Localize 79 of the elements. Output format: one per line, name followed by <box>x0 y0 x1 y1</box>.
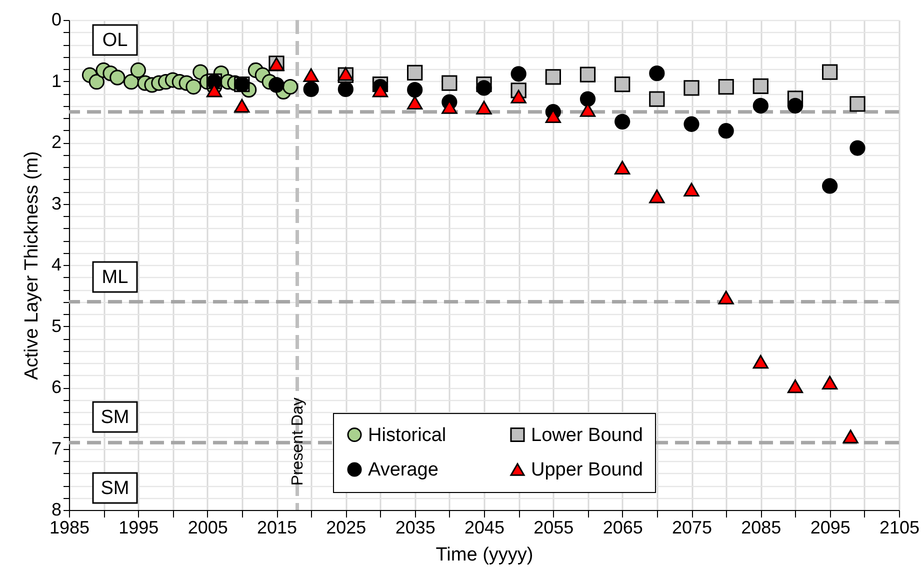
x-tick-label: 2025 <box>326 518 366 538</box>
point <box>718 290 734 304</box>
point <box>110 70 126 86</box>
legend-label: Average <box>368 460 438 480</box>
x-tick-label: 2075 <box>672 518 712 538</box>
point <box>752 354 768 369</box>
point <box>850 140 866 156</box>
annotation: ML <box>102 267 128 288</box>
point <box>684 116 700 132</box>
point <box>649 190 665 204</box>
point <box>787 379 804 394</box>
point <box>718 78 734 95</box>
annotation: SM <box>100 478 130 499</box>
point <box>718 123 734 139</box>
point <box>510 66 526 82</box>
point <box>787 98 804 114</box>
x-tick-label: 2055 <box>534 518 574 538</box>
point <box>186 78 202 95</box>
point <box>442 75 458 91</box>
y-tick-label: 2 <box>51 132 62 152</box>
y-tick-label: 8 <box>51 500 62 520</box>
point <box>407 64 423 80</box>
x-tick-label: 2005 <box>188 518 228 538</box>
point <box>88 74 104 90</box>
x-tick-label: 1995 <box>118 518 159 538</box>
point <box>206 84 222 98</box>
x-tick-label: 2045 <box>464 518 505 538</box>
y-axis-title: Active Layer Thickness (m) <box>21 151 42 380</box>
point <box>476 80 492 96</box>
x-tick-label: 2095 <box>810 518 850 538</box>
point <box>684 182 700 197</box>
point <box>476 100 492 114</box>
point <box>614 114 630 130</box>
point <box>372 84 388 98</box>
point <box>752 98 768 114</box>
point <box>842 430 858 444</box>
x-tick-label: 1985 <box>49 518 90 538</box>
ref-line-label: Present Day <box>289 398 306 486</box>
legend-label: Upper Bound <box>531 460 643 480</box>
y-tick-label: 5 <box>51 316 62 336</box>
point <box>580 91 596 107</box>
x-tick-label: 2085 <box>741 518 782 538</box>
point <box>303 68 319 82</box>
point <box>545 69 561 85</box>
point <box>130 62 146 78</box>
x-tick-label: 2065 <box>602 518 643 538</box>
point <box>614 76 630 92</box>
legend-label: Historical <box>368 424 446 446</box>
x-axis-title: Time (yyyy) <box>436 544 534 566</box>
y-tick-label: 6 <box>51 377 62 397</box>
y-tick-label: 1 <box>51 70 62 91</box>
point <box>649 65 665 82</box>
point <box>407 96 423 110</box>
point <box>649 91 665 107</box>
point <box>282 78 298 95</box>
point <box>407 82 423 98</box>
point <box>850 96 866 112</box>
y-tick-label: 0 <box>51 10 62 30</box>
point <box>338 81 354 98</box>
point <box>510 90 526 104</box>
annotation: OL <box>102 30 128 51</box>
legend-label: Lower Bound <box>531 424 643 446</box>
point <box>822 376 838 390</box>
y-tick-label: 7 <box>51 438 62 458</box>
point <box>752 78 768 94</box>
x-tick-label: 2105 <box>879 518 920 538</box>
x-tick-label: 2015 <box>256 518 298 538</box>
point <box>684 80 700 96</box>
point <box>580 66 596 82</box>
annotation: SM <box>100 407 130 428</box>
point <box>123 74 140 90</box>
x-tick-label: 2035 <box>395 518 436 538</box>
y-tick-label: 3 <box>51 193 62 214</box>
point <box>303 81 319 98</box>
point <box>234 98 250 113</box>
point <box>614 160 630 174</box>
point <box>822 64 838 80</box>
point <box>822 178 838 194</box>
y-tick-label: 4 <box>51 254 62 274</box>
